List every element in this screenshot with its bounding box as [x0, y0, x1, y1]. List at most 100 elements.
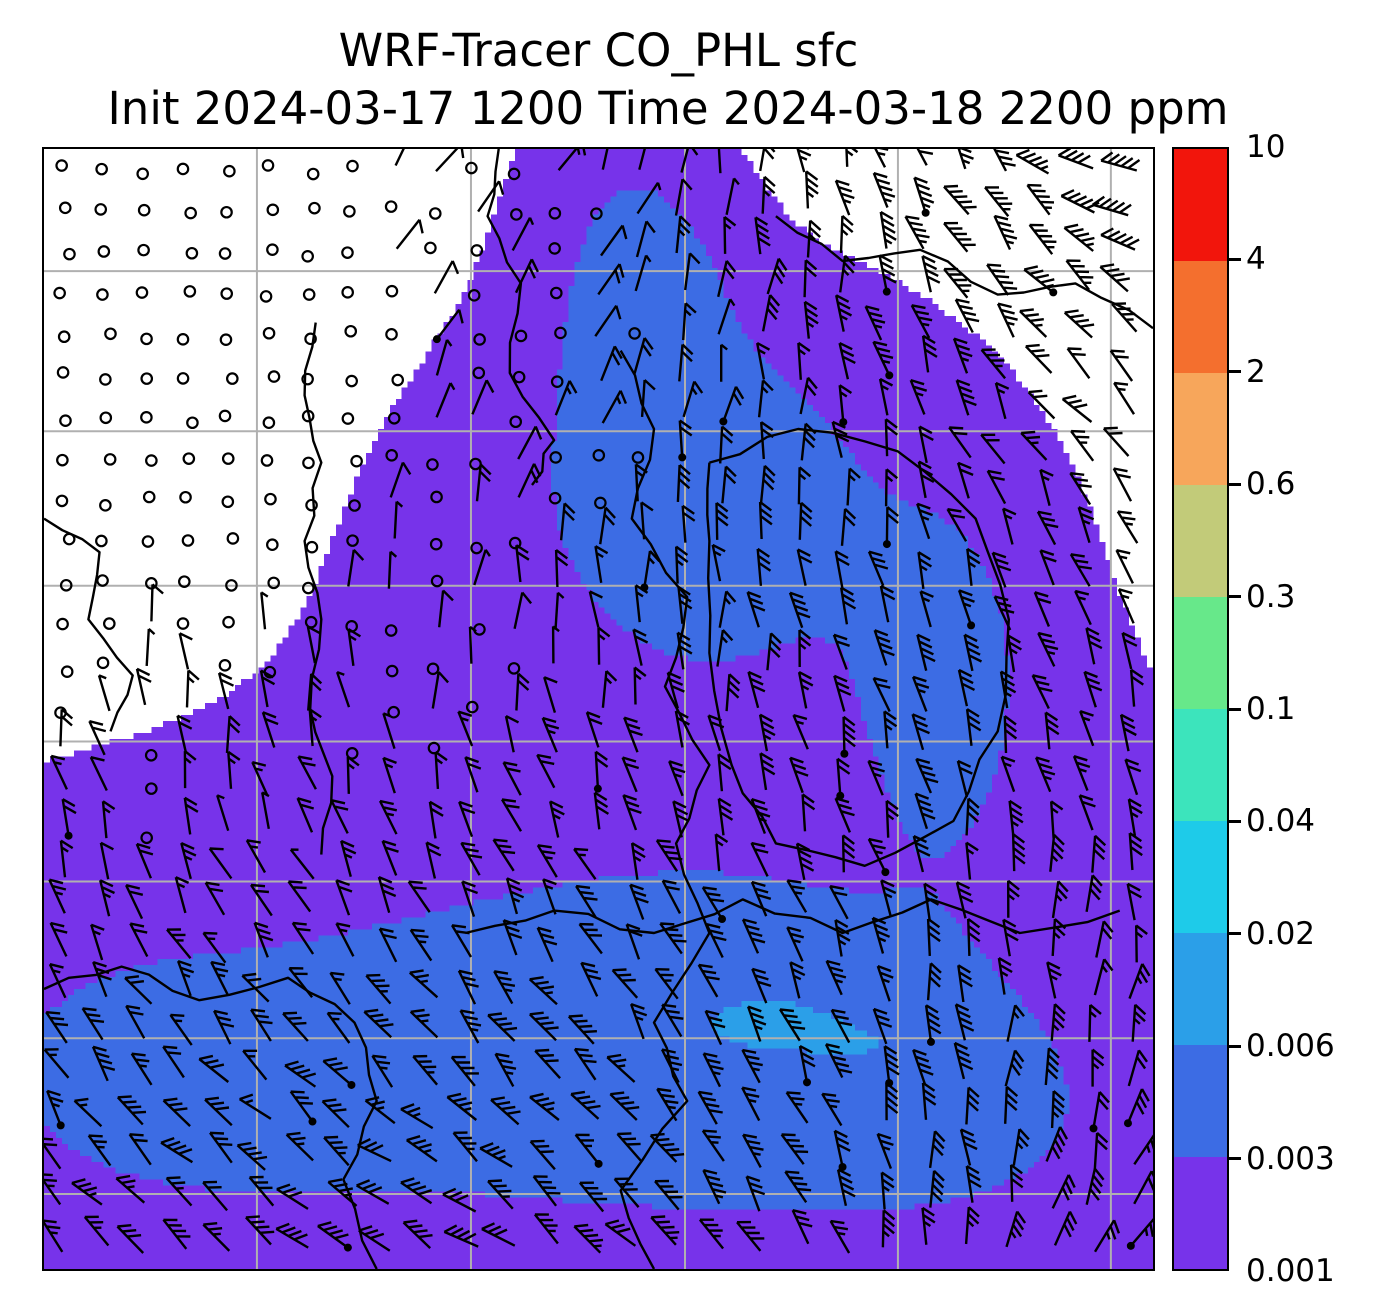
wind-barb	[682, 302, 697, 341]
station-dot	[926, 1037, 935, 1046]
wind-barb	[711, 543, 726, 582]
wind-barb	[879, 584, 896, 623]
wind-barb	[1039, 468, 1054, 506]
wind-barb	[745, 1175, 766, 1212]
wind-barb	[661, 1003, 684, 1038]
wind-barb	[785, 1091, 809, 1124]
wind-barb	[382, 712, 396, 749]
colorbar-band	[1174, 597, 1227, 709]
colorbar: 10 4 2 0.6 0.3 0.1 0.04 0.02 0.006 0.003 0.001	[1172, 129, 1398, 1289]
calm-station-circle	[63, 247, 76, 261]
calm-station-circle	[267, 576, 281, 590]
chart-subtitle: Init 2024-03-17 1200 Time 2024-03-18 220…	[107, 82, 1229, 135]
wind-barb	[661, 879, 682, 914]
wind-barb	[654, 1179, 683, 1211]
wind-barb	[532, 1175, 561, 1207]
wind-barb	[1028, 223, 1057, 255]
wind-barb	[759, 464, 776, 503]
wind-barb	[717, 149, 722, 174]
calm-station-circle	[135, 286, 149, 299]
wind-barb	[883, 710, 898, 749]
wind-barb	[803, 300, 819, 339]
wind-barb	[578, 1181, 608, 1213]
calm-station-circle	[225, 579, 238, 592]
wind-barb	[238, 1093, 272, 1120]
wind-barb	[377, 875, 397, 914]
wind-barb	[450, 924, 473, 958]
wind-barb	[955, 881, 974, 919]
calm-station-circle	[266, 243, 279, 256]
wind-barb	[593, 791, 610, 830]
wind-barb	[878, 254, 897, 292]
wind-barb	[884, 418, 899, 457]
wind-barb	[684, 252, 701, 291]
wind-barb	[1077, 506, 1095, 544]
calm-station-circle	[222, 615, 235, 629]
calm-station-circle	[181, 534, 195, 547]
wind-barb	[378, 799, 398, 835]
wind-barb	[1091, 1048, 1105, 1087]
wind-barb	[885, 1082, 899, 1121]
wind-barb	[1079, 710, 1095, 747]
wind-barb	[464, 756, 482, 793]
wind-barb	[425, 841, 442, 879]
wind-barb	[317, 1221, 349, 1249]
wind-barb	[840, 586, 857, 625]
wind-barb	[557, 149, 587, 171]
wind-barb	[1008, 799, 1024, 838]
wind-barb	[623, 716, 643, 753]
station-dot	[593, 784, 602, 793]
wind-barb	[559, 502, 576, 541]
wind-barb	[601, 390, 628, 424]
wind-barb	[876, 964, 894, 1002]
wind-barb	[241, 972, 270, 1003]
wind-barb	[434, 751, 448, 789]
calm-station-circle	[60, 665, 74, 678]
map-boundary-line	[44, 965, 378, 1269]
calm-station-circle	[140, 411, 153, 424]
calm-station-circle	[104, 327, 117, 341]
wind-barb	[798, 501, 813, 540]
wind-barb	[500, 798, 523, 832]
station-dot	[836, 791, 845, 800]
wind-barb	[649, 1132, 685, 1163]
calm-station-circle	[304, 332, 317, 346]
wind-barb	[789, 961, 806, 999]
wind-barb	[916, 149, 934, 166]
wind-barb	[1063, 309, 1095, 339]
calm-station-circle	[267, 370, 281, 383]
wind-barb	[288, 967, 314, 999]
station-dot	[882, 540, 891, 549]
calm-station-circle	[554, 326, 567, 340]
wind-barb	[952, 337, 973, 374]
wind-barb	[921, 1081, 937, 1120]
wind-barb	[919, 590, 934, 628]
wind-barb	[44, 1137, 62, 1170]
wind-barb	[1129, 668, 1144, 707]
wind-barb	[166, 928, 192, 959]
calm-station-circle	[384, 200, 398, 213]
wind-barb	[1069, 472, 1092, 506]
colorbar-band	[1174, 821, 1227, 933]
wind-barb	[1045, 1126, 1069, 1162]
wind-barb	[306, 625, 321, 664]
colorbar-tick-label: 0.02	[1246, 915, 1316, 952]
wind-barb	[99, 841, 114, 880]
calm-station-circle	[507, 167, 521, 181]
wind-barb	[701, 886, 725, 920]
wind-barb	[323, 1135, 350, 1167]
calm-station-circle	[97, 245, 111, 258]
wind-barb	[502, 761, 522, 796]
wind-barb	[554, 591, 565, 630]
wind-barb	[1131, 1003, 1147, 1042]
wind-barb	[536, 926, 558, 963]
calm-station-circle	[304, 615, 318, 629]
wind-barb	[723, 215, 737, 254]
wind-barb	[963, 633, 983, 672]
wind-barb	[885, 799, 899, 838]
station-dot	[594, 1159, 603, 1168]
station-dot	[308, 1117, 317, 1126]
wind-barb	[797, 671, 814, 709]
wind-barb	[534, 1048, 561, 1080]
map-overlay	[44, 149, 1153, 1269]
